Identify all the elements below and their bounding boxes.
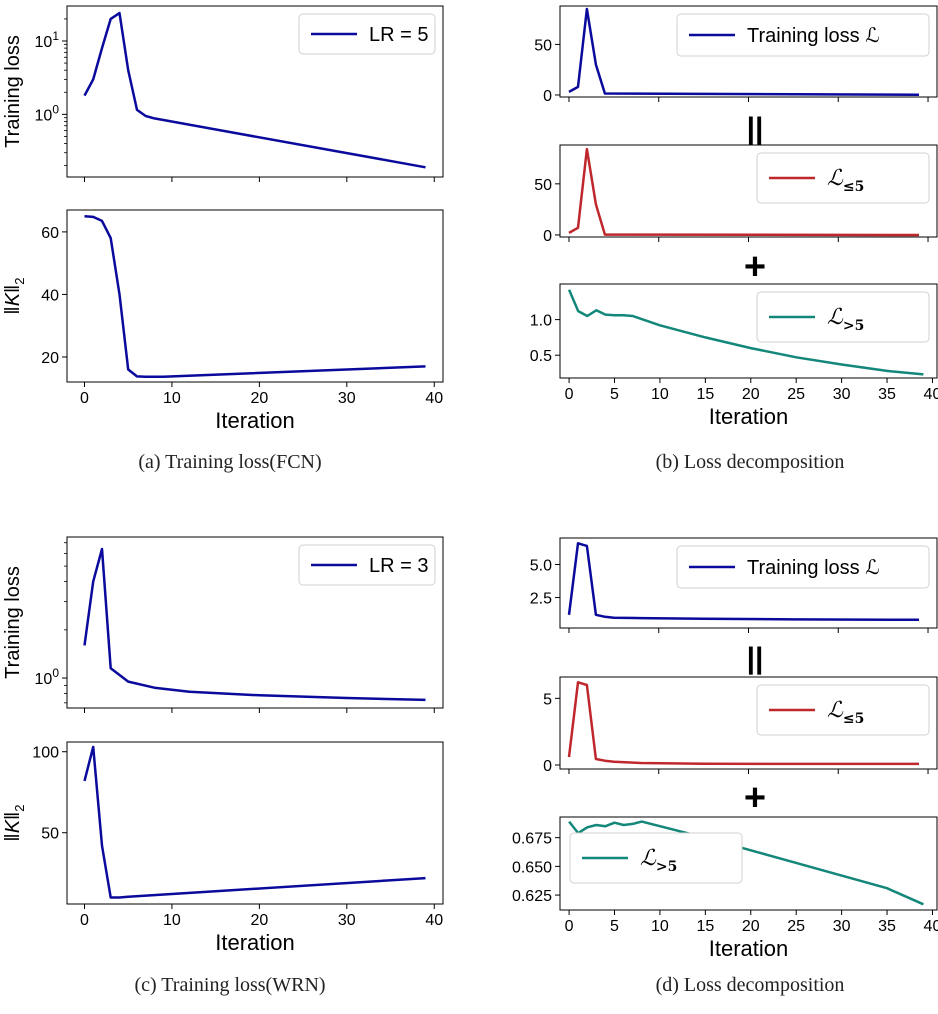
x-tick-label: 35 (878, 386, 896, 403)
x-tick-label: 35 (878, 918, 896, 935)
caption-c: (c) Training loss(WRN) (80, 974, 380, 997)
x-axis-label: Iteration (215, 930, 295, 955)
y-tick-label: 50 (41, 826, 59, 843)
panel-d-bottom: 0.625 0.650 0.675 0 5 10 15 20 25 30 35 40 Iteration… (512, 817, 938, 961)
x-tick-label: 25 (787, 918, 805, 935)
y-tick-label: 40 (41, 287, 59, 304)
caption-d: (d) Loss decomposition (600, 974, 900, 997)
x-tick-label: 40 (924, 386, 938, 403)
x-tick-label: 30 (338, 390, 356, 407)
y-axis-label: ‖K‖2 (2, 804, 27, 841)
x-axis-label: Iteration (709, 404, 789, 429)
panel-a-bottom: 20 40 60 0 10 20 30 40 Iteration ‖K‖2 (2, 210, 443, 433)
x-tick-label: 20 (250, 912, 268, 929)
series-line (85, 216, 426, 376)
y-tick-label: 100 (35, 102, 60, 124)
x-axis-label: Iteration (215, 408, 295, 433)
panel-c-bottom: 50 100 0 10 20 30 40 Iteration ‖K‖2 (2, 742, 443, 955)
y-tick-label: 0.625 (512, 888, 552, 905)
y-tick-label: 50 (534, 37, 552, 54)
x-tick-label: 30 (833, 386, 851, 403)
y-axis-label: Training loss (2, 566, 24, 679)
y-tick-label: 0.675 (512, 831, 552, 848)
plus-symbol-b: + (744, 246, 766, 288)
y-tick-label: 50 (534, 177, 552, 194)
x-tick-label: 10 (651, 918, 669, 935)
x-tick-label: 10 (163, 912, 181, 929)
y-tick-label: 60 (41, 225, 59, 242)
y-tick-label: 0.5 (530, 348, 552, 365)
x-tick-label: 30 (338, 912, 356, 929)
x-tick-label: 40 (425, 912, 443, 929)
x-tick-label: 10 (163, 390, 181, 407)
x-tick-label: 20 (250, 390, 268, 407)
x-tick-label: 5 (610, 918, 619, 935)
x-axis-label: Iteration (709, 936, 789, 961)
x-tick-label: 15 (696, 918, 714, 935)
legend-label: LR = 5 (369, 24, 428, 46)
series-line (85, 747, 426, 898)
y-tick-label: 1.0 (530, 313, 552, 330)
x-tick-label: 20 (742, 386, 760, 403)
y-tick-label: 0 (543, 88, 552, 105)
y-tick-label: 0 (543, 228, 552, 245)
panel-c-top: 100 Training loss LR = 3 (2, 537, 443, 713)
x-tick-label: 0 (565, 918, 574, 935)
panel-a-top: 100 101 Training loss LR = 5 (2, 6, 443, 182)
y-tick-label: 100 (35, 666, 60, 688)
y-tick-label: 101 (35, 29, 60, 51)
x-tick-label: 40 (924, 918, 938, 935)
x-tick-label: 15 (696, 386, 714, 403)
x-tick-label: 0 (80, 390, 89, 407)
legend-label: Training loss ℒ (747, 557, 880, 579)
y-tick-label: 0.650 (512, 859, 552, 876)
plus-symbol-d: + (744, 777, 766, 819)
y-tick-label: 20 (41, 350, 59, 367)
x-tick-label: 0 (80, 912, 89, 929)
legend-label: Training loss ℒ (747, 25, 880, 47)
panel-d-top: 2.5 5.0 Training loss ℒ (530, 538, 937, 633)
caption-b: (b) Loss decomposition (600, 451, 900, 474)
y-tick-label: 5 (543, 691, 552, 708)
y-axis-label: Training loss (2, 35, 24, 148)
x-tick-label: 20 (742, 918, 760, 935)
x-tick-label: 5 (610, 386, 619, 403)
x-tick-label: 30 (833, 918, 851, 935)
y-tick-label: 2.5 (530, 591, 552, 608)
y-axis-label: ‖K‖2 (2, 277, 27, 314)
x-tick-label: 40 (425, 390, 443, 407)
y-tick-label: 100 (32, 745, 59, 762)
y-tick-label: 5.0 (530, 557, 552, 574)
equals-symbol-b: || (747, 112, 764, 145)
x-tick-label: 25 (787, 386, 805, 403)
plot-frame (67, 210, 443, 382)
y-tick-label: 0 (543, 758, 552, 775)
panel-b-top: 0 50 Training loss ℒ (534, 6, 937, 105)
x-tick-label: 10 (651, 386, 669, 403)
x-tick-label: 0 (565, 386, 574, 403)
equals-symbol-d: || (747, 642, 764, 675)
caption-a: (a) Training loss(FCN) (80, 451, 380, 474)
legend-label: LR = 3 (369, 555, 428, 577)
